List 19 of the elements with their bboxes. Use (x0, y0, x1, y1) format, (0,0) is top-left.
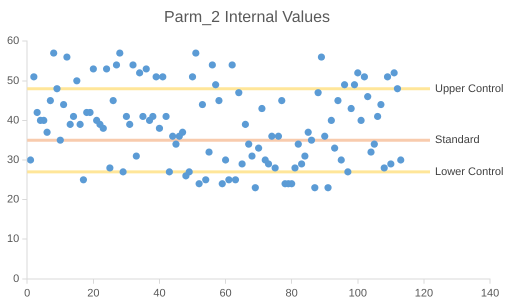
x-tick-label: 20 (87, 287, 100, 300)
x-tick-label: 60 (219, 287, 232, 300)
x-tick-label: 140 (480, 287, 500, 300)
y-tick-label: 0 (13, 272, 20, 285)
x-tick-label: 80 (286, 287, 298, 300)
y-tick-label: 50 (6, 74, 20, 87)
ref-line-label: Upper Control (435, 82, 504, 95)
ref-line-label: Standard (435, 134, 480, 146)
y-tick-label: 40 (6, 114, 20, 126)
y-tick-label: 10 (6, 233, 20, 246)
y-tick-label: 60 (6, 35, 20, 48)
y-tick-label: 30 (6, 154, 20, 166)
chart-title: Parm_2 Internal Values (164, 9, 330, 26)
ref-line-label: Lower Control (435, 166, 504, 178)
x-tick-label: 0 (24, 287, 30, 300)
x-tick-label: 120 (414, 287, 434, 300)
y-tick-label: 20 (6, 194, 20, 206)
x-tick-label: 40 (153, 287, 166, 300)
x-tick-label: 100 (348, 287, 367, 300)
